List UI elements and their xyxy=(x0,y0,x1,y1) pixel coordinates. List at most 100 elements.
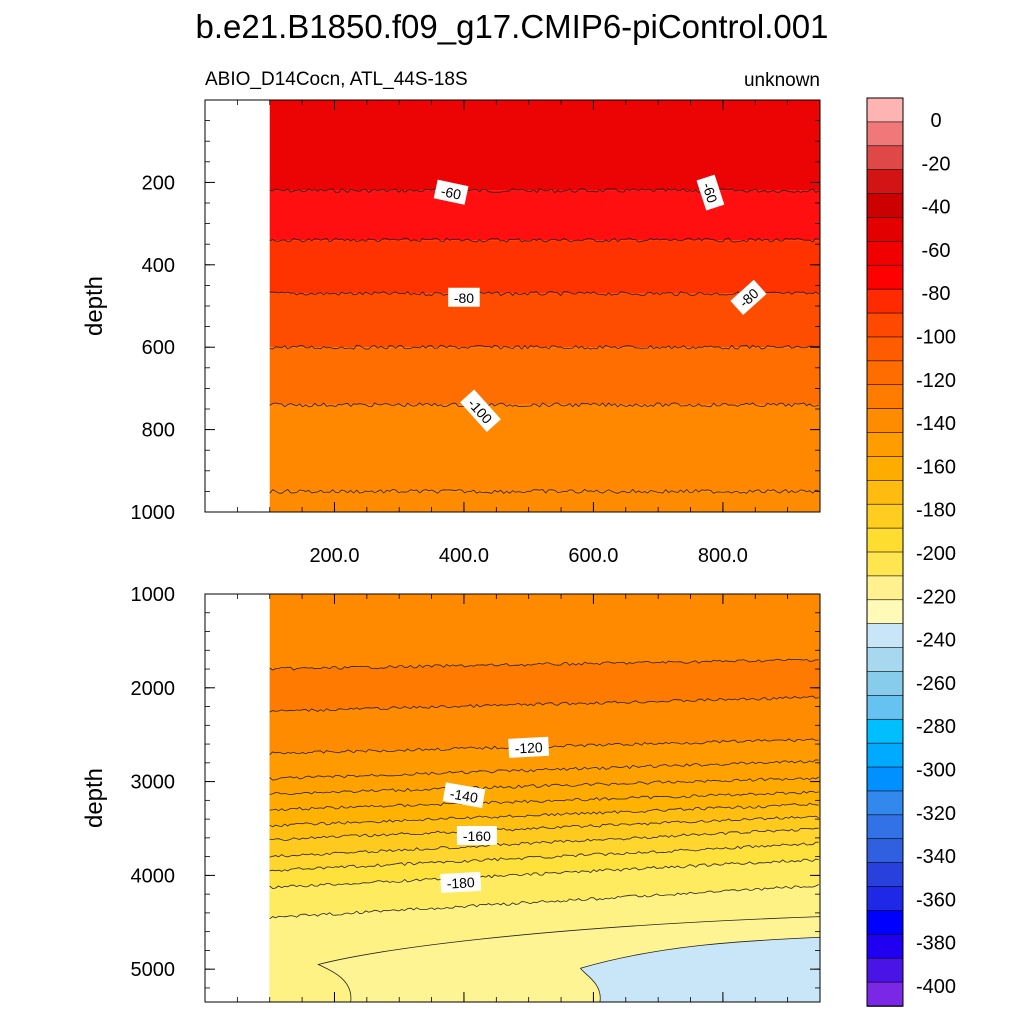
colorbar-label: -200 xyxy=(916,543,956,565)
colorbar-swatch xyxy=(866,718,904,744)
contour-label-text: -140 xyxy=(449,785,480,806)
colorbar-label: -300 xyxy=(916,760,956,782)
x-tick-label: 200.0 xyxy=(309,545,359,567)
contour-label-bg xyxy=(433,179,469,205)
colorbar-swatch xyxy=(866,862,904,888)
colorbar-swatch xyxy=(866,432,904,458)
y-axis-label: depth xyxy=(81,768,108,828)
contour-line xyxy=(269,695,819,713)
colorbar-swatch xyxy=(866,360,904,386)
colorbar-frame xyxy=(866,97,904,1007)
contour-label: -80 xyxy=(448,287,480,307)
contour-label-bg xyxy=(696,174,725,211)
y-tick-label: 600 xyxy=(142,337,175,359)
contour-line xyxy=(269,802,819,828)
colorbar-label: -240 xyxy=(916,630,956,652)
contour-band xyxy=(269,491,821,512)
y-tick-label: 2000 xyxy=(131,678,176,700)
contour-band xyxy=(269,240,821,294)
colorbar-swatch xyxy=(866,838,904,864)
colorbar-swatch xyxy=(866,742,904,768)
contour-label-bg xyxy=(508,736,550,758)
colorbar-swatch xyxy=(866,647,904,673)
contour-label: -120 xyxy=(508,736,550,758)
colorbar-swatch xyxy=(866,527,904,553)
colorbar-swatch xyxy=(866,886,904,912)
colorbar-swatch xyxy=(866,408,904,434)
colorbar-swatch xyxy=(866,97,904,123)
colorbar-swatch xyxy=(866,790,904,816)
contour-label-bg xyxy=(460,389,501,432)
colorbar-swatch xyxy=(866,910,904,936)
colorbar-label: -220 xyxy=(916,586,956,608)
contour-label-bg xyxy=(448,287,480,307)
plot-frame xyxy=(204,593,821,1003)
colorbar-label: -60 xyxy=(922,240,951,262)
chart-title: b.e21.B1850.f09_g17.CMIP6-piControl.001 xyxy=(196,8,829,45)
x-tick-label: 800.0 xyxy=(698,545,748,567)
contour-band xyxy=(269,293,821,348)
colorbar-swatch xyxy=(866,384,904,410)
contour-label-text: -120 xyxy=(514,739,543,756)
y-tick-label: 400 xyxy=(142,255,175,277)
contour-label: -60 xyxy=(696,174,725,211)
contour-line xyxy=(269,858,819,890)
contour-label-bg xyxy=(456,825,497,845)
colorbar-swatch xyxy=(866,480,904,506)
contour-line xyxy=(269,344,819,350)
colorbar-swatch xyxy=(866,503,904,529)
contour-line xyxy=(269,884,819,920)
contour-label-text: -160 xyxy=(463,828,491,844)
colorbar-label: -80 xyxy=(922,283,951,305)
plot-frame xyxy=(204,99,821,513)
colorbar-label: -140 xyxy=(916,413,956,435)
colorbar-swatch xyxy=(866,264,904,290)
colorbar-swatch xyxy=(866,193,904,219)
colorbar-swatch xyxy=(866,814,904,840)
colorbar-label: -260 xyxy=(916,673,956,695)
contour-line xyxy=(269,790,819,812)
y-tick-label: 200 xyxy=(142,172,175,194)
contour-label-text: -180 xyxy=(446,874,475,891)
contour-label: -180 xyxy=(440,871,482,893)
colorbar-swatch xyxy=(866,241,904,267)
contour-label-bg xyxy=(440,871,482,893)
colorbar-label: -20 xyxy=(922,153,951,175)
colorbar-swatch xyxy=(866,934,904,960)
colorbar-swatch xyxy=(866,981,904,1007)
colorbar-swatch xyxy=(866,551,904,577)
contour-line xyxy=(269,237,819,243)
colorbar-label: -400 xyxy=(916,976,956,998)
y-tick-label: 3000 xyxy=(131,772,176,794)
contour-label-text: -60 xyxy=(699,181,721,205)
colorbar-label: -360 xyxy=(916,889,956,911)
colorbar-label: -120 xyxy=(916,370,956,392)
subtitle-left: ABIO_D14Cocn, ATL_44S-18S xyxy=(205,69,468,90)
y-tick-label: 1000 xyxy=(131,584,176,606)
contour-line xyxy=(269,658,819,671)
contour-label-text: -80 xyxy=(454,290,474,306)
colorbar-swatch xyxy=(866,456,904,482)
contour-line xyxy=(269,841,819,872)
lower-panel: -120 -140 -160 -180 1000 2000 3000 4000 5000 dept… xyxy=(81,584,821,1003)
colorbar-swatch xyxy=(866,169,904,195)
colorbar-swatch xyxy=(866,623,904,649)
contour-line xyxy=(269,815,819,841)
colorbar-label: -100 xyxy=(916,327,956,349)
colorbar-label: -280 xyxy=(916,716,956,738)
contour-label-text: -60 xyxy=(439,183,462,203)
subtitle-right: unknown xyxy=(744,70,820,91)
x-tick-label: 400.0 xyxy=(439,545,489,567)
contour-line xyxy=(269,776,819,796)
colorbar-swatch xyxy=(866,766,904,792)
colorbar-swatch xyxy=(866,288,904,314)
y-tick-label: 1000 xyxy=(131,502,176,524)
colorbar-label: -180 xyxy=(916,500,956,522)
colorbar-swatch xyxy=(866,217,904,243)
colorbar-swatch xyxy=(866,599,904,625)
colorbar-swatch xyxy=(866,671,904,697)
contour-line xyxy=(269,402,819,408)
colorbar-swatch xyxy=(866,957,904,983)
